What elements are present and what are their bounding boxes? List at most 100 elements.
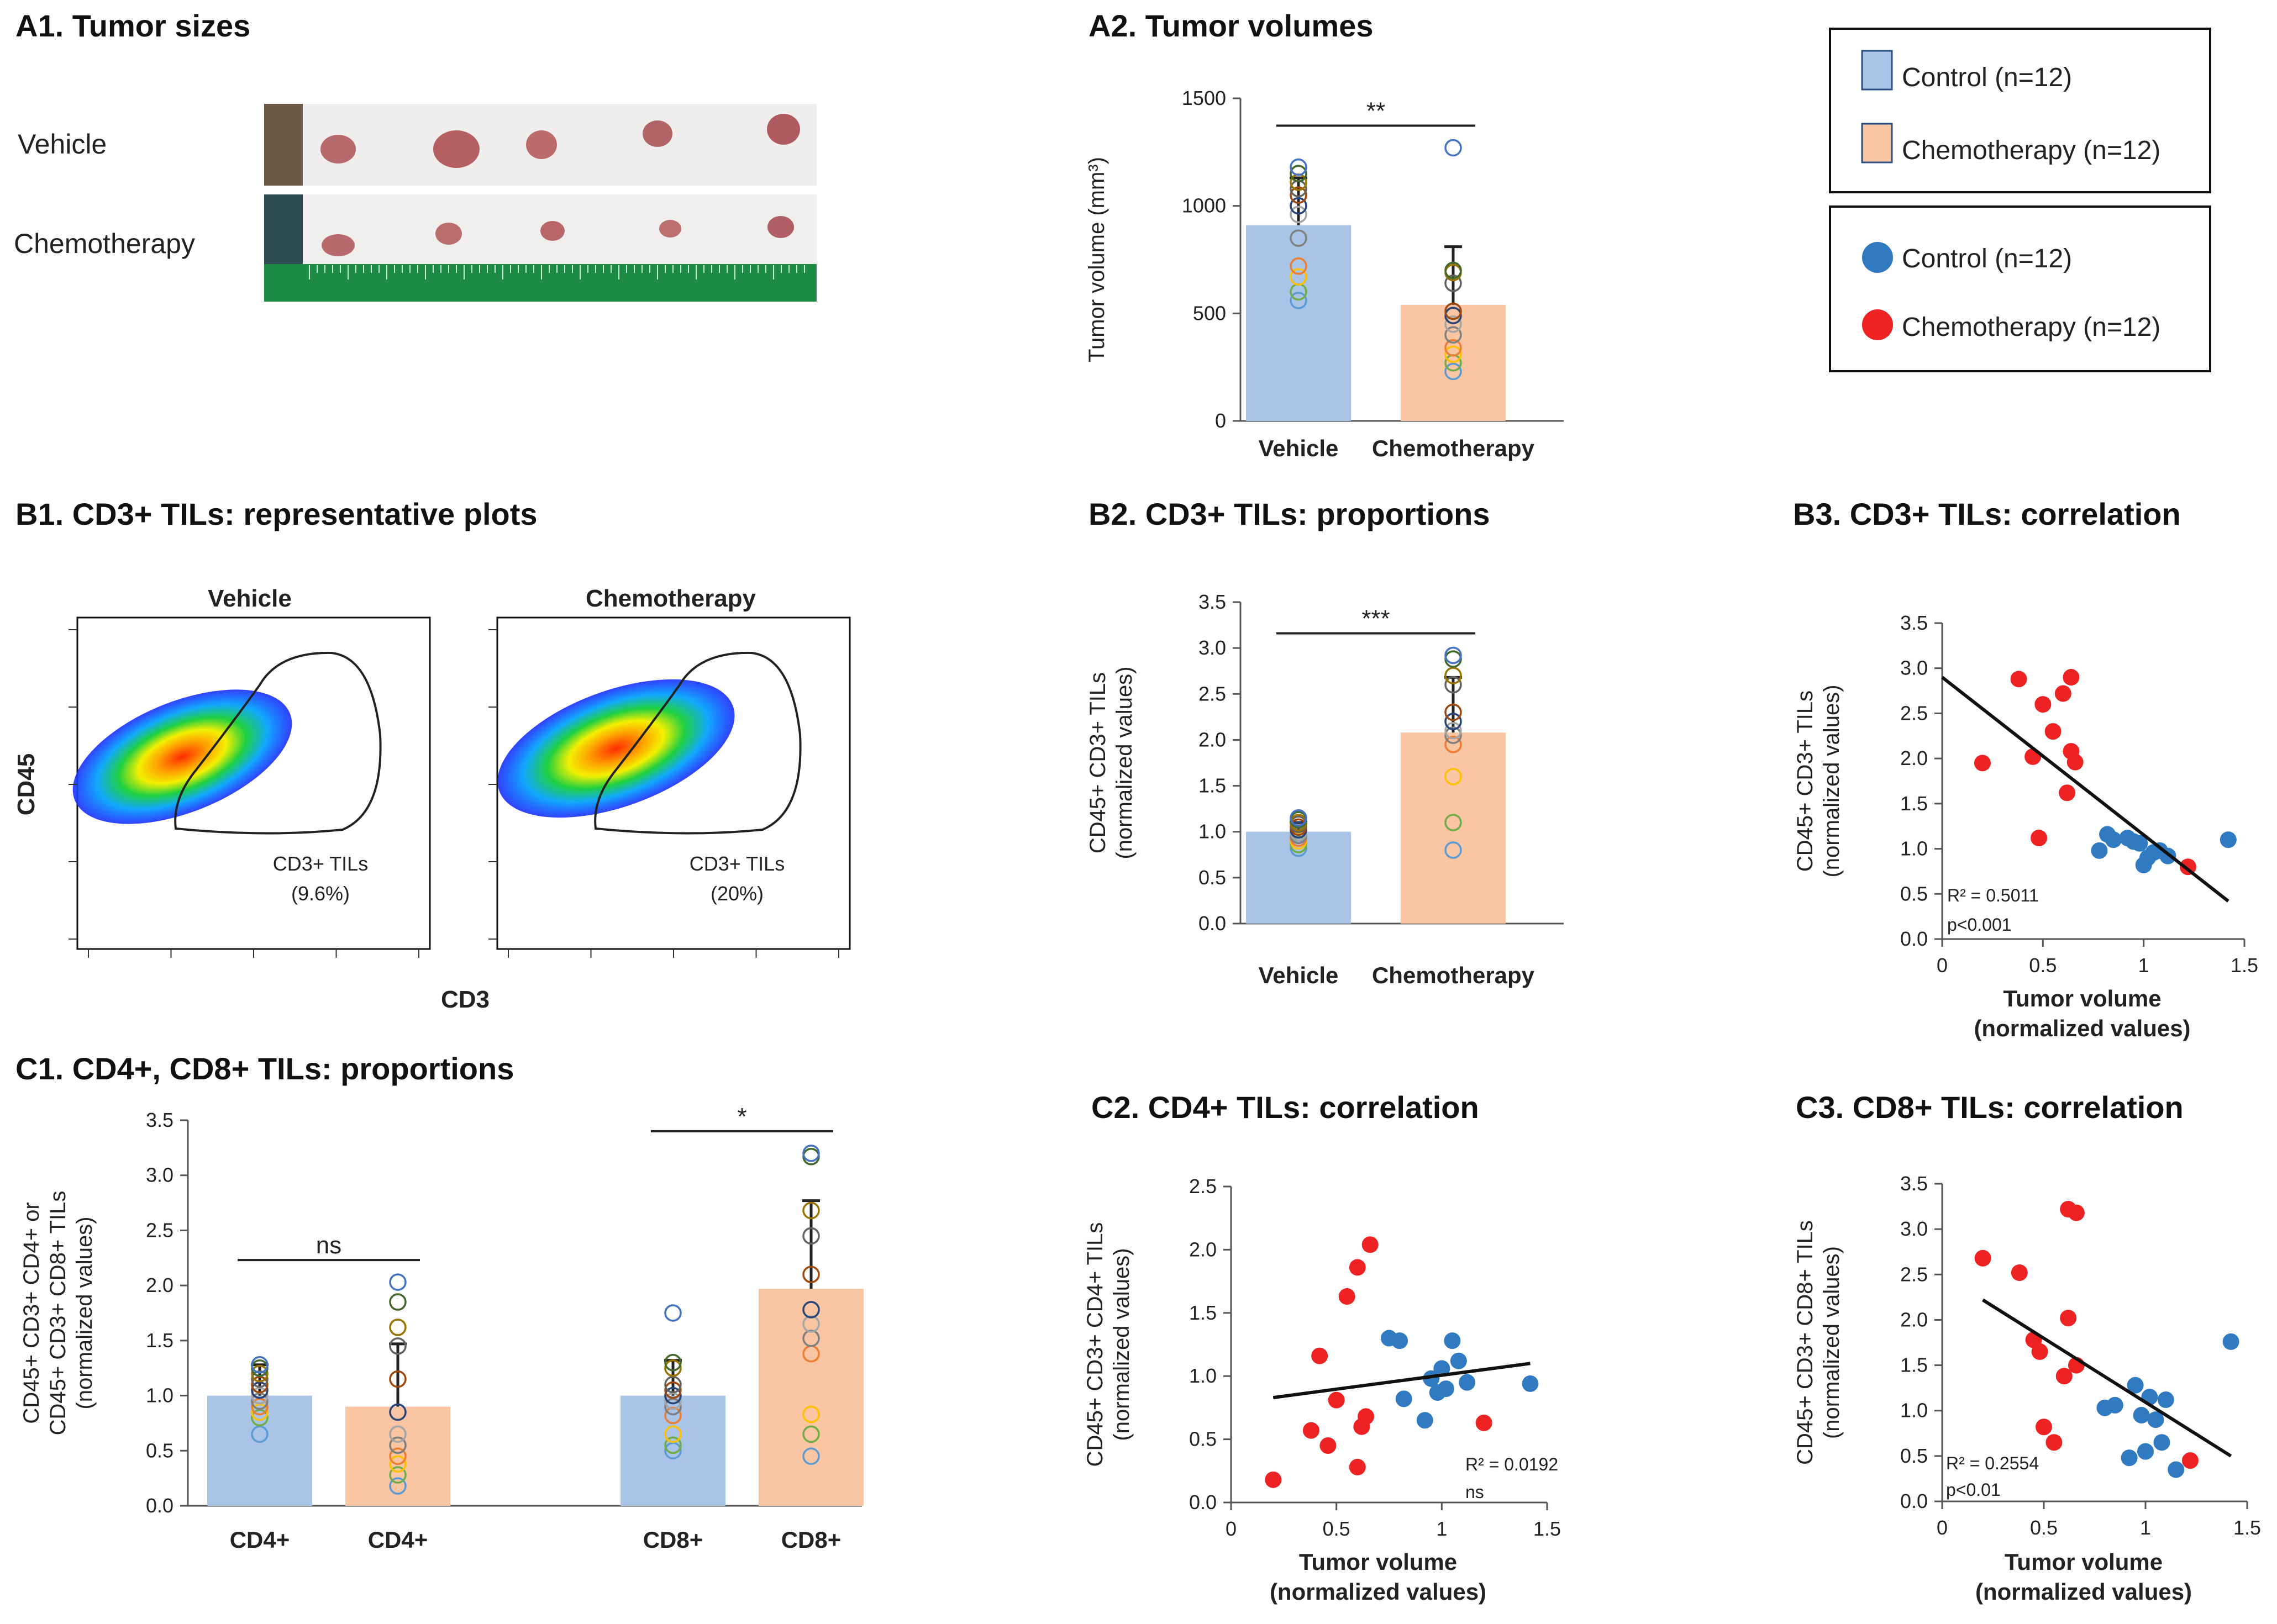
legend-label-control: Control (n=12): [1902, 63, 2072, 92]
flow-cytometry: Vehicle Chemotherapy CD3+ TILs (9.6%) CD…: [13, 585, 851, 1013]
data-point: [251, 1398, 269, 1416]
scatter-point-chemotherapy: [2055, 1368, 2073, 1385]
y-axis-label: CD45+ CD3+ TILs: [1086, 672, 1110, 853]
scatter-point-chemotherapy: [2034, 696, 2052, 713]
x-tick-label: 1.5: [2233, 1516, 2261, 1539]
scatter-point-chemotherapy: [2063, 669, 2080, 686]
y-tick-label: 2.5: [146, 1219, 173, 1241]
data-point: [1290, 186, 1307, 204]
data-point: [389, 1466, 407, 1484]
y-axis-label: (normalized values): [72, 1216, 97, 1409]
trend-line: [1272, 1362, 1531, 1400]
scatter-point-control: [2220, 831, 2237, 848]
data-point: [1444, 646, 1462, 665]
data-point: [1290, 197, 1307, 215]
panel-title-c2: C2. CD4+ TILs: correlation: [1091, 1090, 1479, 1125]
scatter-point-chemotherapy: [1338, 1288, 1355, 1305]
legend-bars: Control (n=12) Chemotherapy (n=12): [1829, 28, 2211, 193]
panel-title-b1: B1. CD3+ TILs: representative plots: [15, 497, 538, 531]
panel-title-c3: C3. CD8+ TILs: correlation: [1796, 1090, 2184, 1125]
data-point: [802, 1405, 820, 1423]
x-tick-label: 0.5: [2029, 954, 2057, 977]
x-tick-label: 1: [2138, 954, 2149, 977]
trend-line: [1941, 676, 2229, 903]
chart-a2: 0 500 1000 1500 Tumor volume (mm³) Vehicle Che…: [1085, 87, 1564, 461]
data-point: [1444, 841, 1462, 859]
data-point: [251, 1386, 269, 1405]
data-point: [1444, 302, 1462, 320]
scatter-point-chemotherapy: [1328, 1391, 1345, 1409]
panel-title-a1: A1. Tumor sizes: [15, 8, 250, 43]
y-axis-label: Tumor volume (mm³): [1085, 157, 1109, 362]
y-tick-label: 1000: [1182, 194, 1226, 217]
bar: [759, 1289, 864, 1506]
data-point: [1444, 261, 1462, 280]
x-tick-label: 0: [1937, 1516, 1948, 1539]
gate-pct-chemotherapy: (20%): [711, 882, 764, 905]
y-tick-label: 2.0: [1900, 1308, 1928, 1331]
data-point: [664, 1406, 682, 1425]
scatter-point-control: [2127, 1377, 2144, 1394]
data-point: [389, 1455, 407, 1473]
scatter-point-control: [2147, 1411, 2164, 1428]
x-axis-label: (normalized values): [1975, 1579, 2192, 1605]
y-tick-label: 1.0: [1189, 1364, 1217, 1387]
scatter-point-chemotherapy: [1974, 755, 1991, 772]
y-tick-label: 0.5: [1198, 866, 1226, 889]
stat-label: ns: [1465, 1482, 1484, 1502]
y-tick-label: 2.0: [1189, 1238, 1217, 1261]
data-point: [664, 1442, 682, 1460]
panel-title-a2: A2. Tumor volumes: [1088, 8, 1374, 43]
photo-ruler-left-2: [264, 194, 303, 265]
y-tick-label: 1.5: [146, 1329, 173, 1352]
legend-dot-control: [1862, 242, 1893, 273]
scatter-point-control: [2222, 1333, 2239, 1350]
data-point: [1444, 726, 1462, 744]
gate-chemotherapy: [594, 651, 802, 835]
scatter-point-chemotherapy: [2181, 1452, 2199, 1469]
photo-label-vehicle: Vehicle: [18, 129, 107, 160]
significance-label: **: [1366, 98, 1385, 125]
x-axis-label: Tumor volume: [1299, 1549, 1457, 1575]
scatter-point-control: [2157, 1391, 2174, 1408]
scatter-point-control: [2106, 1396, 2123, 1414]
scatter-point-chemotherapy: [1349, 1259, 1366, 1276]
x-tick-label: CD4+: [230, 1527, 290, 1553]
y-tick-label: 0.5: [1900, 882, 1928, 905]
y-axis-label: (normalized values): [1109, 1248, 1134, 1441]
legend-dot-label-chemotherapy: Chemotherapy (n=12): [1902, 313, 2160, 342]
data-point: [1444, 650, 1462, 668]
stat-label: R² = 0.0192: [1465, 1454, 1558, 1474]
data-point: [389, 1293, 407, 1311]
data-point: [389, 1319, 407, 1336]
scatter-point-chemotherapy: [1475, 1414, 1492, 1431]
data-point: [389, 1403, 407, 1421]
y-tick-label: 1.5: [1900, 1354, 1928, 1377]
y-axis-label: CD45+ CD3+ CD4+ or: [19, 1202, 44, 1423]
data-point: [664, 1386, 682, 1405]
flow-ylabel: CD45: [13, 753, 40, 816]
chart-c3: 0.0 0.5 1.0 1.5 2.0 2.5 3.0 3.5 CD45+ CD3+ CD8+ …: [1793, 1172, 2261, 1605]
y-tick-label: 3.5: [1900, 611, 1928, 634]
data-point: [1444, 339, 1462, 357]
y-tick-label: 0.5: [146, 1439, 173, 1462]
y-axis-label: (normalized values): [1112, 666, 1137, 859]
photo-ruler-left: [264, 104, 303, 186]
y-tick-label: 1.0: [1900, 837, 1928, 860]
data-point: [664, 1353, 682, 1372]
data-point: [389, 1273, 407, 1291]
y-tick-label: 2.0: [1198, 728, 1226, 751]
data-point: [1290, 229, 1307, 247]
scatter-point-chemotherapy: [1349, 1458, 1366, 1475]
scatter-point-chemotherapy: [2054, 685, 2071, 702]
scatter-point-chemotherapy: [2031, 829, 2048, 846]
scatter-point-chemotherapy: [1265, 1471, 1282, 1488]
scatter-point-control: [2133, 1406, 2150, 1423]
y-tick-label: 500: [1193, 302, 1226, 324]
scatter-point-chemotherapy: [2036, 1419, 2052, 1436]
y-tick-label: 1.5: [1189, 1301, 1217, 1324]
y-tick-label: 0: [1215, 409, 1226, 432]
y-tick-label: 1.5: [1198, 774, 1226, 797]
